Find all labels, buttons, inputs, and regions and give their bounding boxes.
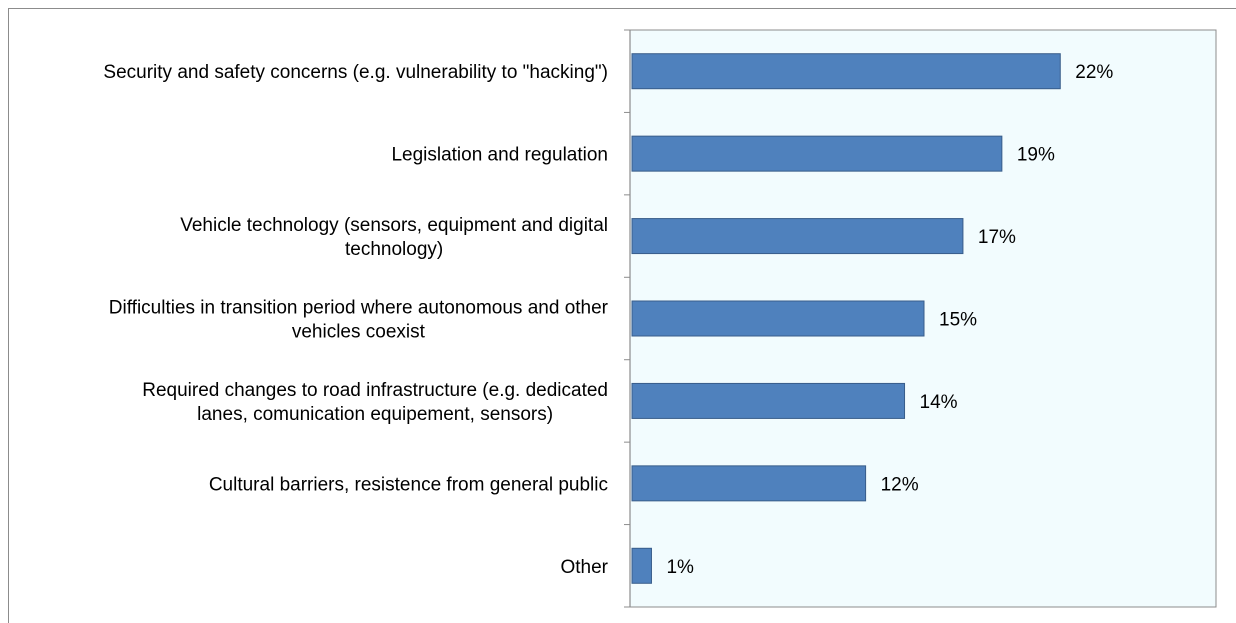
value-label: 12% [881, 474, 919, 495]
category-label: Cultural barriers, resistence from gener… [209, 474, 608, 495]
category-label-line: Security and safety concerns (e.g. vulne… [103, 62, 608, 83]
bar [631, 53, 1061, 90]
bar [631, 218, 964, 255]
value-label: 17% [978, 227, 1016, 248]
category-label-line: lanes, comunication equipement, sensors) [197, 404, 553, 425]
category-label-line: vehicles coexist [292, 322, 426, 343]
category-label-line: Required changes to road infrastructure … [142, 380, 608, 401]
bar [631, 300, 925, 337]
chart-frame [8, 8, 1236, 623]
category-labels-group: Security and safety concerns (e.g. vulne… [103, 62, 608, 578]
category-label-line: technology) [345, 239, 443, 260]
category-label: Required changes to road infrastructure … [142, 380, 608, 425]
bars-group [631, 53, 1061, 584]
category-label-line: Other [560, 557, 608, 578]
axis-ticks [624, 29, 630, 608]
category-label: Vehicle technology (sensors, equipment a… [180, 215, 608, 260]
category-label: Other [560, 557, 608, 578]
category-label: Legislation and regulation [391, 145, 608, 166]
category-label-line: Vehicle technology (sensors, equipment a… [180, 215, 608, 236]
bar [631, 135, 1003, 172]
bar [631, 465, 867, 502]
value-label: 1% [666, 557, 694, 578]
category-label: Security and safety concerns (e.g. vulne… [103, 62, 608, 83]
category-label-line: Cultural barriers, resistence from gener… [209, 474, 608, 495]
category-label: Difficulties in transition period where … [109, 298, 609, 343]
value-label: 15% [939, 310, 977, 331]
value-label: 22% [1075, 62, 1113, 83]
bar [631, 382, 906, 419]
category-label-line: Difficulties in transition period where … [109, 298, 609, 319]
bar [631, 547, 652, 584]
value-labels-group: 22% 19% 17% 15% 14% 12% 1% [666, 62, 1113, 578]
value-label: 14% [920, 392, 958, 413]
value-label: 19% [1017, 145, 1055, 166]
category-label-line: Legislation and regulation [391, 145, 608, 166]
